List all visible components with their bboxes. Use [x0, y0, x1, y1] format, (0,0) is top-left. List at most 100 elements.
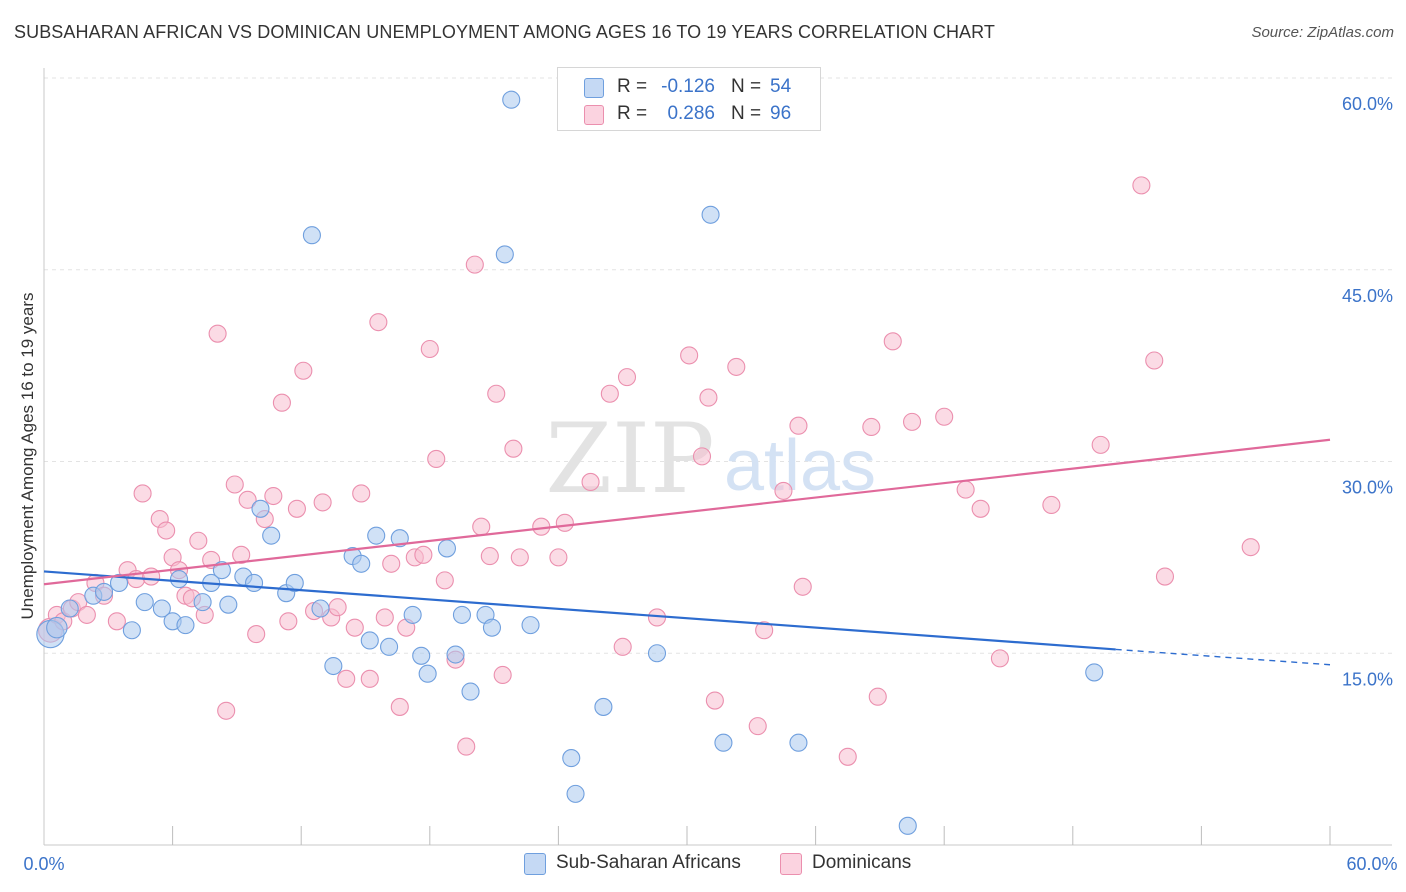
dominican-point — [613, 637, 632, 656]
subsaharan-point — [566, 784, 585, 803]
dominican-point — [549, 548, 568, 567]
subsaharan-point — [324, 656, 343, 676]
legend-n-label: N = — [731, 76, 762, 97]
dominican-point — [789, 416, 808, 435]
dominican-point — [487, 384, 506, 403]
dominican-point — [313, 493, 332, 512]
dominican-point — [382, 554, 401, 573]
dominican-point — [1145, 351, 1164, 370]
subsaharan-point — [521, 616, 540, 635]
subsaharan-point — [193, 593, 212, 612]
dominican-point — [157, 521, 176, 540]
subsaharan-point — [482, 618, 502, 637]
subsaharan-point — [285, 573, 304, 592]
dominican-point — [232, 545, 251, 564]
subsaharan-point — [109, 573, 129, 592]
dominican-point — [902, 412, 922, 431]
subsaharan-point — [311, 599, 330, 618]
dominican-point — [504, 439, 523, 458]
dominican-point — [727, 357, 746, 376]
dominican-point — [680, 346, 699, 365]
subsaharan-point — [60, 599, 79, 618]
dominican-point — [480, 547, 499, 566]
legend-r-value: -0.126 — [661, 76, 715, 97]
dominican-point — [755, 621, 774, 640]
dominican-point — [107, 612, 126, 631]
dominican-point — [328, 598, 347, 617]
dominican-point — [990, 649, 1009, 668]
subsaharan-point — [244, 573, 264, 592]
legend-item-label: Dominicans — [812, 852, 912, 873]
dominican-point — [510, 548, 529, 567]
legend-n-value: 54 — [770, 76, 792, 97]
dominican-point — [238, 490, 257, 509]
dominican-point — [225, 475, 244, 494]
subsaharan-point — [380, 637, 399, 656]
dominican-point — [272, 393, 291, 412]
subsaharan-point — [262, 526, 281, 545]
dominican-point — [838, 747, 857, 766]
subsaharan-point — [122, 621, 141, 640]
dominican-point — [217, 701, 236, 720]
subsaharan-point — [152, 599, 171, 618]
x-tick-label: 0.0% — [23, 854, 64, 874]
dominican-point — [133, 484, 152, 503]
y-tick-label: 15.0% — [1342, 669, 1393, 689]
dominican-point — [1091, 435, 1110, 454]
dominican-point — [472, 517, 491, 536]
legend-r-value: 0.286 — [667, 103, 715, 124]
dominican-point — [352, 484, 371, 503]
chart-title: SUBSAHARAN AFRICAN VS DOMINICAN UNEMPLOY… — [14, 22, 996, 42]
dominican-point — [390, 697, 409, 716]
legend-swatch-blue — [584, 78, 604, 98]
legend-n-value: 96 — [770, 103, 792, 124]
tick-labels: 15.0% 30.0% 45.0% 60.0% 0.0% 60.0% — [23, 94, 1397, 874]
dominican-point — [264, 486, 283, 506]
dominican-point — [294, 361, 313, 380]
y-tick-label: 30.0% — [1342, 478, 1393, 498]
subsaharan-point — [94, 582, 114, 601]
legend-n-label: N = — [731, 103, 762, 124]
dominican-point — [617, 368, 637, 387]
dominican-point — [435, 571, 454, 590]
dominican-point — [868, 687, 887, 706]
subsaharan-point — [418, 664, 437, 683]
watermark-zip: ZIP — [545, 403, 714, 515]
dominican-point — [360, 669, 379, 688]
dominican-point — [420, 339, 439, 359]
subsaharan-point — [251, 499, 270, 518]
subsaharan-point — [46, 616, 68, 639]
dominican-point — [555, 513, 574, 532]
dominican-point — [692, 447, 712, 466]
subsaharan-point — [647, 644, 667, 663]
dominican-point — [287, 499, 306, 518]
dominican-point — [1241, 538, 1260, 557]
dominican-point — [369, 313, 388, 332]
dominican-point — [414, 545, 433, 564]
dominican-point — [457, 737, 476, 756]
subsaharan-point — [495, 245, 514, 264]
x-tick-label: 60.0% — [1346, 854, 1397, 874]
subsaharan-point — [219, 595, 238, 614]
y-tick-label: 45.0% — [1342, 286, 1393, 306]
series-legend: Sub-Saharan Africans Dominicans — [524, 852, 924, 876]
subsaharan-point — [898, 816, 917, 835]
subsaharan-point — [302, 226, 321, 245]
dominican-point — [581, 472, 600, 492]
dominican-point — [465, 255, 484, 274]
dominican-point — [883, 332, 902, 351]
dominican-point — [1155, 567, 1175, 586]
subsaharan-point — [594, 697, 613, 716]
dominican-point — [774, 481, 793, 500]
dominican-point — [427, 449, 446, 468]
dominican-point — [247, 625, 266, 644]
subsaharan-point — [1085, 663, 1104, 682]
dominican-point — [208, 324, 227, 343]
legend-item-label: Sub-Saharan Africans — [556, 852, 741, 873]
dominican-point — [862, 417, 881, 437]
legend-r-label: R = — [617, 76, 648, 97]
subsaharan-point — [135, 593, 154, 612]
subsaharan-point — [169, 570, 189, 589]
correlation-legend: R = -0.126 N = 54 R = 0.286 N = 96 — [557, 67, 821, 131]
